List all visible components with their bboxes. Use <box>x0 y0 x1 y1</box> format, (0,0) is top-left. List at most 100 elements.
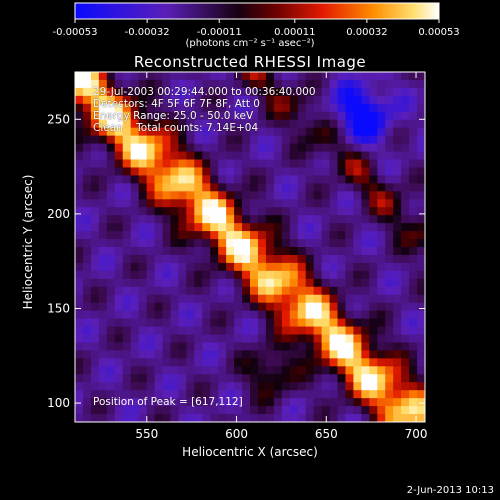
heatmap-cell <box>329 159 339 169</box>
colorbar-unit-label: (photons cm⁻² s⁻¹ asec⁻²) <box>185 38 315 49</box>
heatmap-cell <box>321 270 331 280</box>
heatmap-cell <box>75 350 84 359</box>
heatmap-cell <box>210 390 219 399</box>
heatmap-cell <box>122 199 132 208</box>
heatmap-cell <box>321 286 331 296</box>
heatmap-cell <box>98 119 108 129</box>
heatmap-cell <box>154 358 164 367</box>
heatmap-cell <box>242 239 251 248</box>
heatmap-cell <box>98 87 108 97</box>
heatmap-cell <box>234 167 243 177</box>
heatmap-cell <box>329 254 339 264</box>
heatmap-cell <box>186 95 195 105</box>
heatmap-cell <box>218 135 227 145</box>
heatmap-cell <box>409 350 418 359</box>
heatmap-cell <box>138 398 148 407</box>
heatmap-cell <box>90 159 100 169</box>
heatmap-cell <box>289 231 299 240</box>
heatmap-cell <box>170 398 180 407</box>
heatmap-cell <box>409 215 418 224</box>
heatmap-cell <box>178 342 187 352</box>
heatmap-cell <box>130 223 140 232</box>
heatmap-cell <box>178 326 187 336</box>
heatmap-cell <box>122 342 132 352</box>
heatmap-cell <box>265 207 275 216</box>
heatmap-cell <box>281 334 291 344</box>
heatmap-cell <box>75 127 84 137</box>
heatmap-cell <box>329 247 339 256</box>
heatmap-cell <box>313 167 323 177</box>
heatmap-cell <box>186 254 195 264</box>
heatmap-cell <box>393 278 402 288</box>
heatmap-cell <box>130 159 140 169</box>
heatmap-cell <box>202 358 211 367</box>
heatmap-cell <box>98 350 108 359</box>
heatmap-cell <box>250 103 259 113</box>
heatmap-cell <box>146 79 156 89</box>
heatmap-cell <box>218 119 227 129</box>
heatmap-cell <box>369 119 378 129</box>
heatmap-cell <box>170 270 180 280</box>
heatmap-cell <box>409 382 418 391</box>
heatmap-cell <box>106 318 116 328</box>
heatmap-cell <box>257 87 267 97</box>
heatmap-cell <box>329 366 339 375</box>
heatmap-cell <box>138 366 148 375</box>
peak-position-text: Position of Peak = [617,112] <box>93 396 243 408</box>
heatmap-cell <box>154 135 164 145</box>
heatmap-cell <box>401 207 410 216</box>
heatmap-cell <box>194 374 203 383</box>
heatmap-cell <box>377 95 386 105</box>
heatmap-cell <box>250 398 259 407</box>
heatmap-cell <box>98 175 108 184</box>
heatmap-cell <box>138 294 148 304</box>
heatmap-cell <box>114 326 124 336</box>
heatmap-cell <box>226 366 235 375</box>
heatmap-cell <box>186 366 195 375</box>
heatmap-cell <box>321 119 331 129</box>
heatmap-cell <box>409 254 418 264</box>
heatmap-cell <box>106 135 116 145</box>
heatmap-cell <box>226 350 235 359</box>
heatmap-cell <box>178 390 187 399</box>
heatmap-cell <box>297 366 307 375</box>
heatmap-cell <box>82 374 92 383</box>
heatmap-cell <box>90 286 100 296</box>
heatmap-cell <box>250 151 259 161</box>
heatmap-cell <box>329 215 339 224</box>
heatmap-cell <box>75 87 84 97</box>
heatmap-cell <box>393 374 402 383</box>
heatmap-cell <box>273 199 283 208</box>
heatmap-cell <box>218 286 227 296</box>
heatmap-cell <box>345 143 355 153</box>
heatmap-cell <box>265 262 275 272</box>
heatmap-cell <box>353 175 362 184</box>
heatmap-cell <box>218 215 227 224</box>
heatmap-cell <box>202 302 211 312</box>
heatmap-cell <box>361 79 370 89</box>
heatmap-cell <box>130 95 140 105</box>
heatmap-cell <box>106 215 116 224</box>
heatmap-cell <box>321 159 331 169</box>
heatmap-cell <box>273 143 283 153</box>
heatmap-cell <box>178 167 187 177</box>
heatmap-cell <box>114 95 124 105</box>
heatmap-cell <box>265 159 275 169</box>
heatmap-cell <box>289 406 299 415</box>
heatmap-cell <box>417 294 425 304</box>
heatmap-cell <box>345 294 355 304</box>
heatmap-cell <box>417 350 425 359</box>
heatmap-cell <box>90 334 100 344</box>
heatmap-cell <box>242 262 251 272</box>
heatmap-cell <box>170 151 180 161</box>
heatmap-cell <box>218 406 227 415</box>
heatmap-cell <box>265 167 275 177</box>
heatmap-cell <box>194 199 203 208</box>
heatmap-cell <box>265 199 275 208</box>
heatmap-cell <box>178 175 187 184</box>
heatmap-cell <box>98 310 108 320</box>
heatmap-cell <box>210 270 219 280</box>
heatmap-cell <box>313 87 323 97</box>
heatmap-cell <box>409 406 418 415</box>
heatmap-cell <box>186 79 195 89</box>
